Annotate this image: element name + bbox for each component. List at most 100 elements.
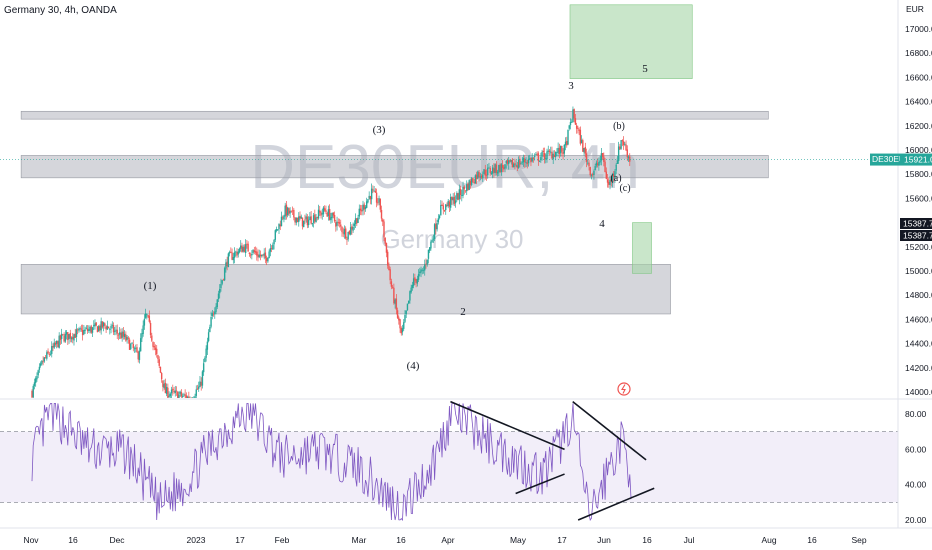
candle-body <box>309 216 311 221</box>
candle-body <box>396 310 399 318</box>
candle-body <box>38 366 41 370</box>
time-tick-label: Dec <box>109 535 125 545</box>
candle-body <box>428 247 431 251</box>
candle-body <box>501 165 504 168</box>
candle-body <box>580 139 583 144</box>
candle-body <box>317 209 320 219</box>
candle-body <box>372 189 374 191</box>
candle-body <box>167 387 169 398</box>
candle-body <box>427 249 430 259</box>
candle-body <box>57 341 59 348</box>
time-tick-label: 16 <box>642 535 652 545</box>
tradingview-logo-icon[interactable] <box>617 382 631 396</box>
candle-body <box>617 146 620 162</box>
price-tick-label: 16600.0 <box>905 72 932 82</box>
candle-body <box>374 190 377 193</box>
candle-body <box>546 151 548 160</box>
candle-body <box>247 243 249 252</box>
candle-body <box>463 186 465 190</box>
candle-body <box>384 237 386 244</box>
candle-body <box>95 322 97 326</box>
candle-body <box>622 141 625 146</box>
candle-body <box>328 208 331 220</box>
candle-body <box>533 156 536 158</box>
rsi-trendline-4[interactable] <box>577 487 655 521</box>
candle-body <box>151 335 153 341</box>
price-tick-label: 14400.0 <box>905 339 932 349</box>
candle-body <box>430 241 432 249</box>
candle-body <box>181 396 184 397</box>
candle-body <box>516 165 519 168</box>
rsi-line <box>31 402 633 522</box>
price-axis[interactable]: 17000.0 16800.0 16600.0 16400.0 16200.0 16000… <box>905 24 932 397</box>
time-axis[interactable]: Nov 16 Dec 2023 17 Feb Mar 16 Apr May 17 Jun 16 Jul Au… <box>23 535 866 545</box>
candle-body <box>436 223 438 230</box>
support-zone-3[interactable] <box>20 264 671 315</box>
candle-body <box>538 160 541 162</box>
candle-body <box>120 332 122 339</box>
candle-body <box>136 347 138 353</box>
candle-body <box>265 257 268 262</box>
candle-body <box>468 180 470 190</box>
rsi-trendline-3[interactable] <box>572 401 647 461</box>
candle-body <box>285 204 288 216</box>
candle-body <box>254 251 257 253</box>
candle-body <box>283 215 285 220</box>
candle-body <box>303 220 305 228</box>
candle-body <box>270 248 273 250</box>
candle-body <box>333 214 336 222</box>
candle-body <box>456 193 458 200</box>
candle-body <box>319 210 321 213</box>
candle-body <box>135 347 137 349</box>
candle-body <box>352 226 354 231</box>
candle-body <box>246 243 248 245</box>
rsi-axis[interactable]: 80.00 60.00 40.00 20.00 <box>905 409 927 525</box>
candle-body <box>440 204 442 216</box>
candle-body <box>267 257 269 262</box>
candle-body <box>404 314 406 322</box>
candle-body <box>574 118 577 125</box>
rsi-tick-label: 80.00 <box>905 409 927 419</box>
time-tick-label: 17 <box>557 535 567 545</box>
support-zone-2[interactable] <box>20 155 769 179</box>
rsi-trendline-2[interactable] <box>515 473 565 495</box>
candle-body <box>441 204 443 206</box>
candle-body <box>322 207 325 215</box>
candle-body <box>127 337 130 339</box>
rsi-trendline-1[interactable] <box>450 400 565 451</box>
candle-body <box>629 156 631 162</box>
candle-body <box>157 355 159 360</box>
candle-body <box>604 161 606 173</box>
candle-body <box>438 215 441 219</box>
candle-body <box>399 319 401 329</box>
candle-body <box>90 326 92 333</box>
rsi-tick-label: 60.00 <box>905 444 927 454</box>
target-zone-2[interactable] <box>632 222 652 274</box>
candle-body <box>141 333 143 339</box>
candle-body <box>368 195 370 199</box>
target-zone-1[interactable] <box>569 4 693 79</box>
support-zone-1[interactable] <box>20 110 769 120</box>
candle-body <box>499 164 501 173</box>
candle-body <box>42 361 44 363</box>
candle-body <box>457 193 459 201</box>
candle-body <box>526 162 528 164</box>
candle-body <box>448 201 451 207</box>
candle-body <box>411 285 414 288</box>
candle-body <box>133 348 136 350</box>
candle-body <box>626 149 628 158</box>
candle-body <box>587 162 589 164</box>
candle-body <box>219 288 221 294</box>
candle-body <box>86 328 89 331</box>
candle-body <box>312 215 315 223</box>
candle-body <box>290 210 293 212</box>
candle-body <box>172 388 174 391</box>
candle-body <box>603 156 605 162</box>
candle-body <box>94 323 96 327</box>
candle-body <box>365 201 368 208</box>
candle-body <box>165 386 168 394</box>
candle-body <box>477 171 479 179</box>
candle-body <box>268 251 270 259</box>
candle-body <box>482 174 484 179</box>
